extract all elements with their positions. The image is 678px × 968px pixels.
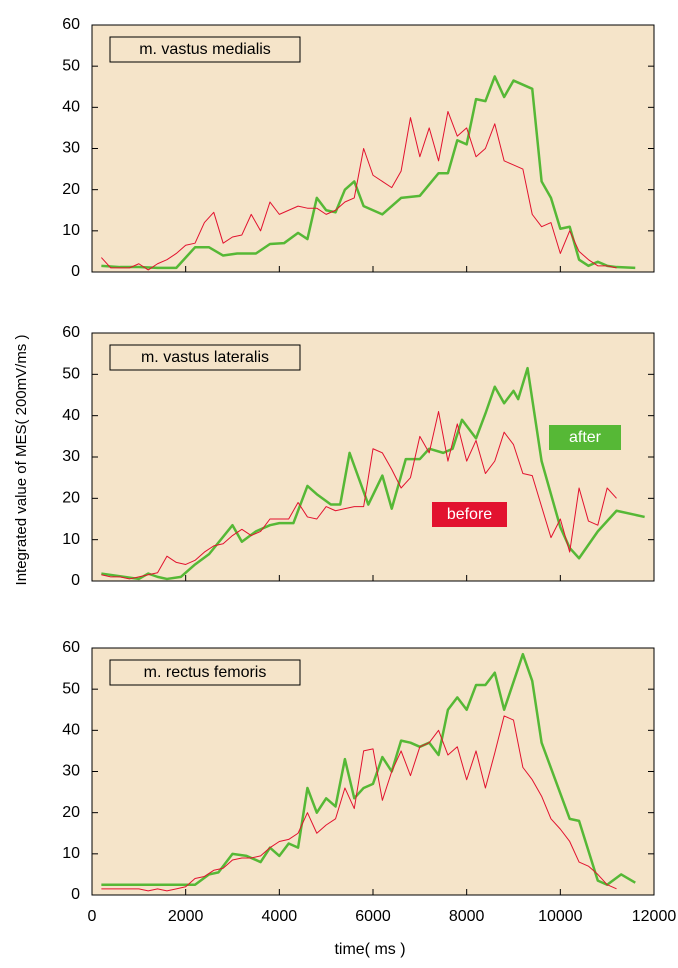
y-tick-label: 20	[62, 490, 80, 507]
y-tick-label: 30	[62, 140, 80, 157]
plot-background	[91, 332, 655, 582]
data-line	[100, 110, 617, 271]
y-tick-label: 60	[62, 639, 80, 656]
y-tick-label: 50	[62, 57, 80, 74]
x-tick-label: 6000	[355, 908, 391, 925]
y-tick-label: 50	[62, 366, 80, 383]
plot-background	[91, 24, 655, 273]
y-tick-label: 60	[62, 16, 80, 33]
y-tick-label: 40	[62, 722, 80, 739]
legend-box	[432, 502, 507, 527]
data-line	[101, 715, 617, 892]
y-tick-label: 20	[62, 181, 80, 198]
x-tick-label: 12000	[632, 908, 677, 925]
y-tick-label: 50	[62, 680, 80, 697]
data-line	[101, 75, 636, 270]
plot-background	[91, 647, 655, 896]
y-tick-label: 0	[71, 572, 80, 589]
legend-label: before	[447, 506, 492, 523]
legend-box	[549, 425, 621, 450]
y-tick-label: 10	[62, 222, 80, 239]
y-tick-label: 30	[62, 763, 80, 780]
y-tick-label: 0	[71, 263, 80, 280]
y-tick-label: 0	[71, 886, 80, 903]
x-axis-label: time( ms )	[334, 941, 405, 958]
y-tick-label: 20	[62, 804, 80, 821]
y-tick-label: 40	[62, 407, 80, 424]
x-tick-label: 4000	[262, 908, 298, 925]
data-line	[101, 366, 645, 581]
x-tick-label: 8000	[449, 908, 485, 925]
panel-title: m. vastus lateralis	[141, 349, 269, 366]
y-axis-label: Integrated value of MES( 200mV/ms )	[13, 335, 30, 586]
x-tick-label: 2000	[168, 908, 204, 925]
x-tick-label: 10000	[538, 908, 583, 925]
title-box	[109, 344, 301, 371]
panel-title: m. rectus femoris	[144, 664, 267, 681]
y-tick-label: 30	[62, 448, 80, 465]
x-tick-label: 0	[88, 908, 97, 925]
legend-label: after	[569, 429, 602, 446]
panel-title: m. vastus medialis	[139, 41, 271, 58]
y-tick-label: 10	[62, 845, 80, 862]
y-tick-label: 40	[62, 99, 80, 116]
title-box	[109, 36, 301, 63]
y-tick-label: 60	[62, 324, 80, 341]
title-box	[109, 659, 301, 686]
y-tick-label: 10	[62, 531, 80, 548]
data-line	[101, 411, 617, 580]
data-line	[101, 652, 636, 886]
